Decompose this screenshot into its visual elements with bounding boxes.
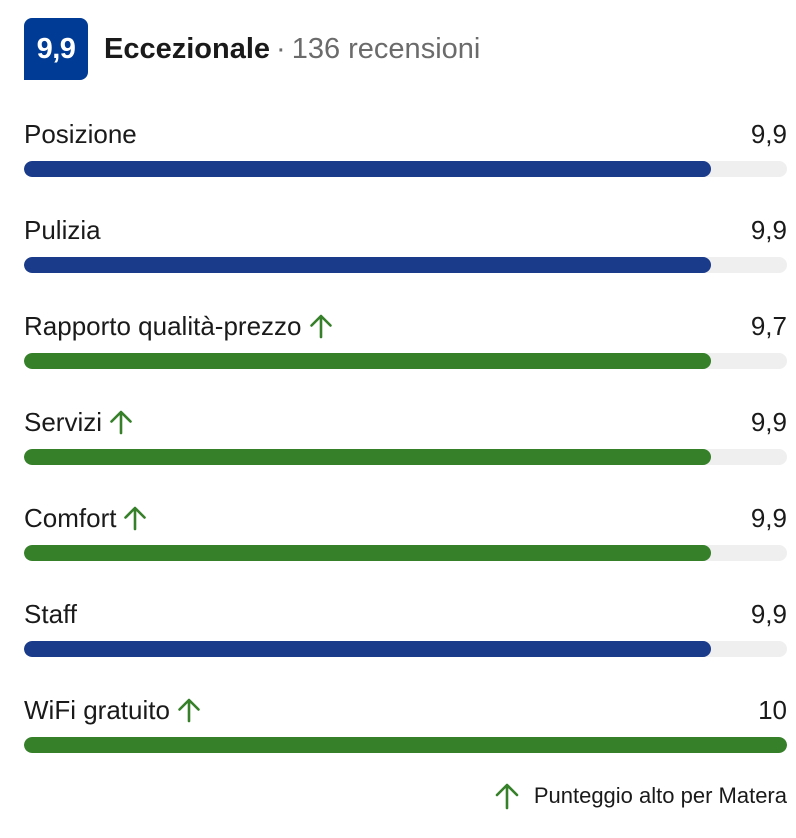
category-score: 9,9 [750, 406, 787, 437]
score-bar-track [24, 353, 787, 369]
category-label-text: Staff [24, 598, 78, 629]
category-score: 9,7 [750, 310, 787, 341]
category-label-text: Posizione [24, 118, 137, 149]
category-row: Posizione 9,9 [24, 110, 787, 158]
category-row: Pulizia 9,9 [24, 206, 787, 254]
score-bar-fill [24, 737, 787, 753]
category-label-text: Servizi [24, 406, 103, 437]
category-row: Staff 9,9 [24, 590, 787, 638]
arrow-up-icon [122, 505, 148, 531]
category-posizione: Posizione 9,9 [24, 110, 787, 206]
category-row: Servizi 9,9 [24, 398, 787, 446]
review-summary: Eccezionale · 136 recensioni [104, 18, 480, 80]
arrow-up-icon [176, 697, 202, 723]
category-label: WiFi gratuito [24, 695, 202, 726]
category-score: 9,9 [750, 598, 787, 629]
category-label: Pulizia [24, 215, 101, 246]
high-score-legend-text: Punteggio alto per Matera [533, 783, 787, 808]
score-bar-track [24, 161, 787, 177]
score-bar-fill [24, 449, 711, 465]
score-bar-track [24, 641, 787, 657]
category-score: 9,9 [750, 502, 787, 533]
category-score: 10 [758, 694, 787, 725]
category-label-text: Comfort [24, 502, 117, 533]
category-pulizia: Pulizia 9,9 [24, 206, 787, 302]
score-bar-track [24, 449, 787, 465]
review-count[interactable]: 136 recensioni [291, 33, 481, 65]
category-row: WiFi gratuito 10 [24, 686, 787, 734]
arrow-up-icon [308, 313, 334, 339]
category-label-text: Rapporto qualità-prezzo [24, 310, 302, 341]
score-bar-fill [24, 641, 711, 657]
category-label: Comfort [24, 503, 148, 534]
category-rapporto-qualit-prezzo: Rapporto qualità-prezzo 9,7 [24, 302, 787, 398]
category-scores-list: Posizione 9,9 Pulizia 9,9 Rapporto qualità-p… [24, 110, 787, 782]
score-bar-fill [24, 353, 711, 369]
arrow-up-icon [494, 782, 520, 810]
score-bar-fill [24, 161, 711, 177]
arrow-up-icon [108, 409, 134, 435]
category-comfort: Comfort 9,9 [24, 494, 787, 590]
category-score: 9,9 [750, 214, 787, 245]
score-bar-fill [24, 545, 711, 561]
category-servizi: Servizi 9,9 [24, 398, 787, 494]
score-bar-track [24, 257, 787, 273]
separator: · [276, 33, 286, 65]
overall-score-badge: 9,9 [24, 18, 88, 80]
review-score-header: 9,9 Eccezionale · 136 recensioni [24, 18, 480, 80]
category-wifi-gratuito: WiFi gratuito 10 [24, 686, 787, 782]
category-label-text: Pulizia [24, 214, 101, 245]
score-bar-track [24, 545, 787, 561]
category-score: 9,9 [750, 118, 787, 149]
category-label-text: WiFi gratuito [24, 694, 170, 725]
score-bar-track [24, 737, 787, 753]
category-label: Servizi [24, 407, 134, 438]
category-label: Staff [24, 599, 77, 630]
category-staff: Staff 9,9 [24, 590, 787, 686]
high-score-legend: Punteggio alto per Matera [494, 782, 787, 810]
category-label: Rapporto qualità-prezzo [24, 311, 334, 342]
category-row: Comfort 9,9 [24, 494, 787, 542]
rating-word: Eccezionale [104, 33, 271, 65]
category-label: Posizione [24, 119, 137, 150]
category-row: Rapporto qualità-prezzo 9,7 [24, 302, 787, 350]
score-bar-fill [24, 257, 711, 273]
